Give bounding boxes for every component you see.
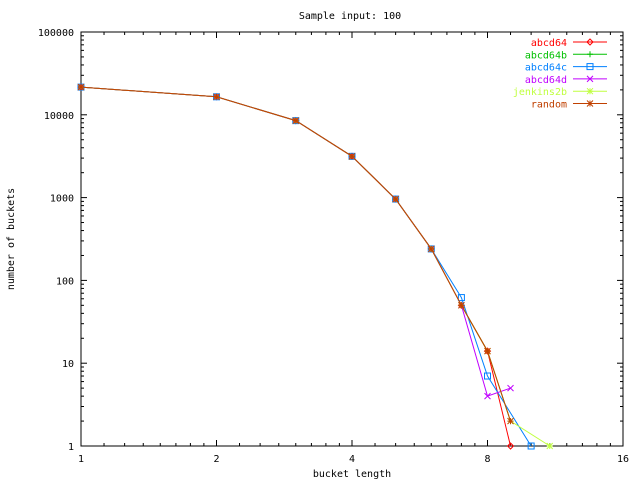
data-point	[213, 93, 220, 101]
y-tick-label: 10	[62, 359, 74, 370]
series-line	[80, 86, 532, 447]
x-tick-label: 2	[213, 454, 219, 465]
y-tick-label: 1000	[50, 194, 74, 205]
data-point	[348, 152, 356, 160]
data-point	[484, 372, 491, 380]
data-point	[507, 384, 514, 392]
series-abcd64	[77, 83, 515, 450]
data-point	[484, 392, 491, 400]
data-point	[484, 347, 491, 355]
y-tick-label: 100000	[38, 28, 74, 39]
data-point	[507, 417, 514, 425]
legend-marker	[586, 75, 594, 83]
legend-marker	[586, 87, 594, 95]
series-abcd64c	[77, 83, 535, 450]
legend-marker	[587, 51, 593, 58]
legend-label: abcd64d	[525, 75, 567, 86]
x-tick-label: 8	[484, 454, 490, 465]
data-point	[457, 294, 465, 302]
data-point	[458, 301, 465, 309]
series-line	[80, 86, 511, 397]
x-axis-label: bucket length	[313, 469, 391, 480]
series-abcd64b	[78, 84, 514, 425]
data-point	[527, 442, 535, 450]
series-layer	[77, 83, 554, 450]
y-tick-label: 10000	[44, 111, 74, 122]
legend-label: random	[531, 100, 567, 111]
chart-title: Sample input: 100	[299, 11, 401, 22]
axes: 1 2 4 8 16 1 10 100 1000 10000 100000	[38, 28, 629, 465]
legend-label: abcd64	[531, 38, 567, 49]
x-tick-label: 1	[78, 454, 84, 465]
x-tick-label: 16	[617, 454, 629, 465]
series-abcd64d	[77, 83, 514, 400]
data-point	[77, 83, 85, 91]
legend-marker	[586, 38, 594, 46]
legend-marker	[586, 100, 594, 107]
series-line	[80, 86, 551, 447]
legend-label: jenkins2b	[513, 87, 567, 98]
data-point	[392, 195, 399, 203]
series-jenkins2b	[77, 83, 554, 450]
series-line	[80, 86, 511, 447]
series-random	[77, 83, 514, 425]
series-line	[80, 86, 511, 422]
data-point	[427, 245, 435, 253]
x-tick-label: 4	[349, 454, 355, 465]
y-tick-label: 1	[68, 442, 74, 453]
legend-label: abcd64c	[525, 63, 567, 74]
series-line	[80, 86, 511, 422]
y-tick-label: 100	[56, 276, 74, 287]
y-axis-label: number of buckets	[6, 188, 17, 290]
data-point	[506, 442, 515, 450]
data-point	[546, 442, 554, 450]
legend-label: abcd64b	[525, 50, 567, 61]
legend-marker	[586, 63, 594, 71]
data-point	[483, 347, 492, 355]
data-point	[292, 117, 300, 124]
